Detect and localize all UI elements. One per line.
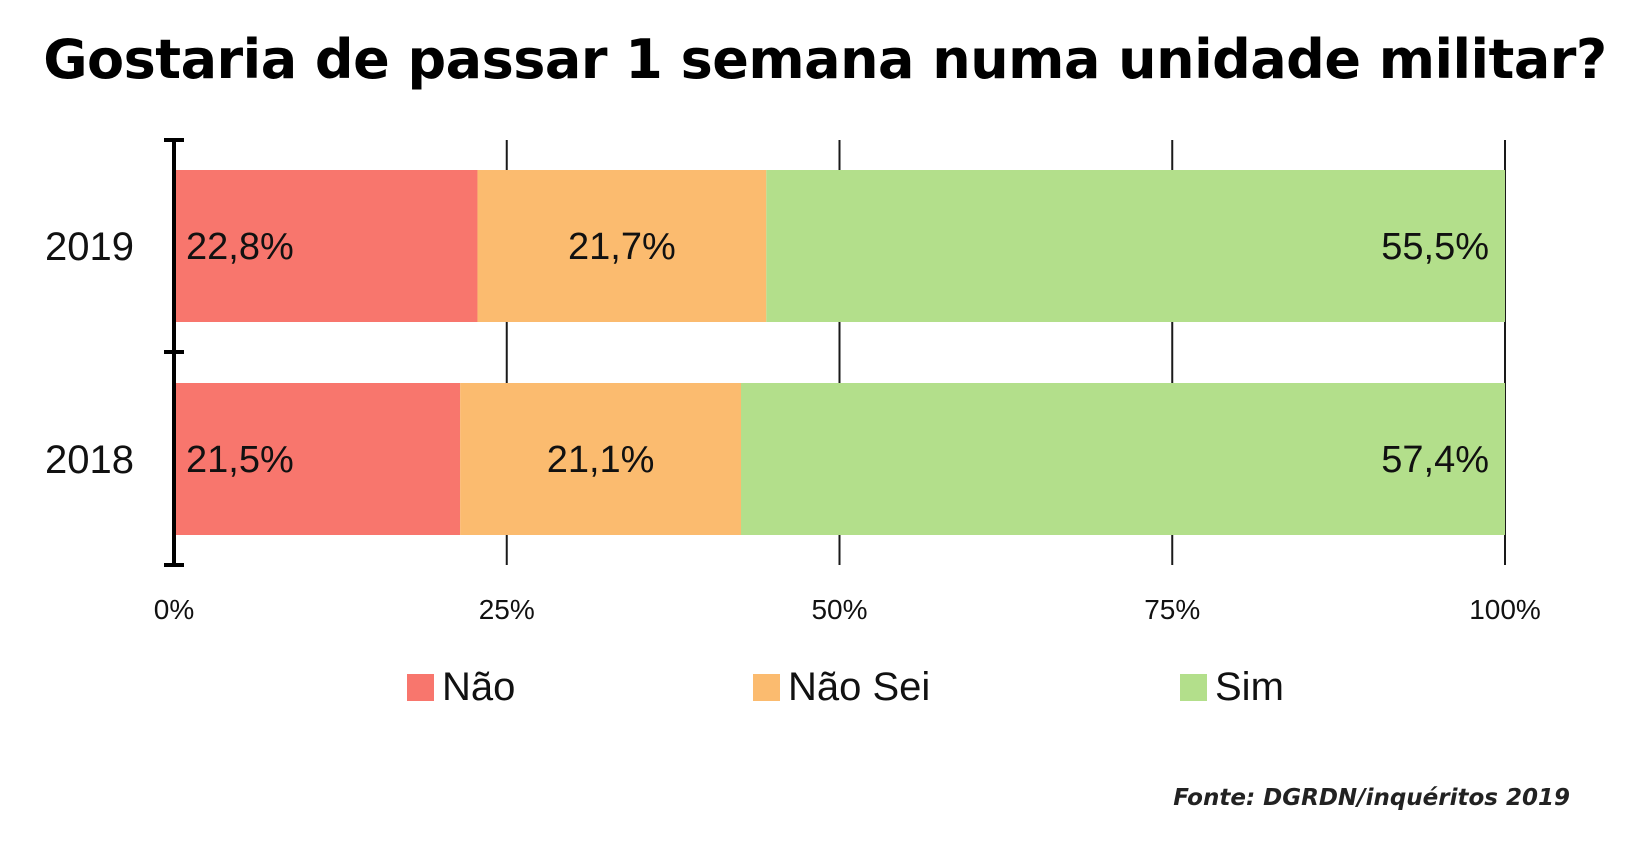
data-label-2019-não-sei: 21,7% <box>568 226 676 268</box>
data-labels: 22,8% 21,7% 55,5% 2019 21,5% 21,1% 57,4% 2018 <box>45 225 1489 482</box>
legend-swatch-não-sei <box>753 674 780 701</box>
data-label-2019-não: 22,8% <box>186 226 294 268</box>
x-tick-label-50: 50% <box>811 594 867 625</box>
chart-title: Gostaria de passar 1 semana numa unidade… <box>43 28 1607 91</box>
category-label-2018: 2018 <box>45 438 134 482</box>
y-axis <box>164 138 184 567</box>
legend-label-não-sei: Não Sei <box>788 665 930 709</box>
bar-2019-não-sei <box>477 170 767 322</box>
bar-2018-não-sei <box>460 383 742 535</box>
legend-swatch-sim <box>1180 674 1207 701</box>
data-label-2018-sim: 57,4% <box>1381 439 1489 481</box>
legend-label-sim: Sim <box>1215 665 1284 709</box>
x-tick-label-0: 0% <box>154 594 194 625</box>
source-note: Fonte: DGRDN/inquéritos 2019 <box>1173 785 1570 811</box>
bar-2018-sim <box>741 383 1505 535</box>
legend-label-não: Não <box>442 665 515 709</box>
data-label-2018-não: 21,5% <box>186 439 294 481</box>
legend-swatch-não <box>407 674 434 701</box>
data-label-2019-sim: 55,5% <box>1381 226 1489 268</box>
bars <box>174 170 1505 535</box>
x-tick-label-75: 75% <box>1144 594 1200 625</box>
x-tick-labels: 0% 25% 50% 75% 100% <box>154 594 1541 625</box>
bar-2019-sim <box>766 170 1505 322</box>
category-label-2019: 2019 <box>45 225 134 269</box>
legend: Não Não Sei Sim <box>407 665 1284 709</box>
bar-2019-não <box>174 170 478 322</box>
x-tick-label-100: 100% <box>1469 594 1541 625</box>
bar-2018-não <box>174 383 461 535</box>
x-tick-label-25: 25% <box>479 594 535 625</box>
data-label-2018-não-sei: 21,1% <box>547 439 655 481</box>
